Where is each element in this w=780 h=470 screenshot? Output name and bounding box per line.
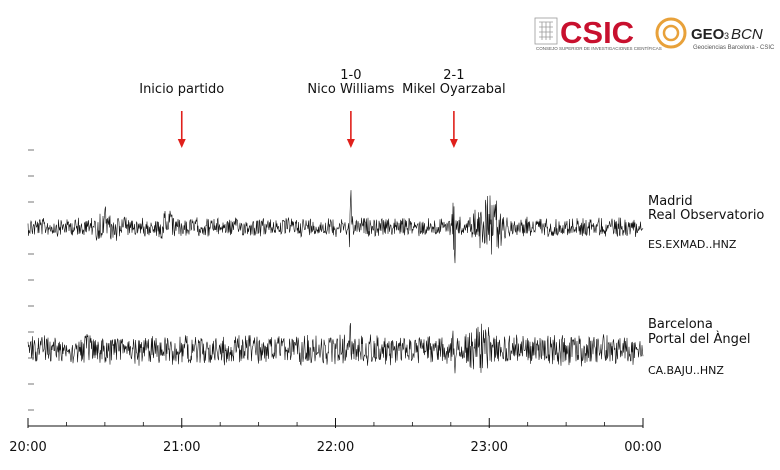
event-label: 1-0 xyxy=(340,68,361,83)
bcn-logo-text: BCN xyxy=(731,26,763,43)
event-label: 2-1 xyxy=(443,68,464,83)
event-arrow-head-icon xyxy=(449,139,458,148)
csic-logo: CSIC CONSEJO SUPERIOR DE INVESTIGACIONES… xyxy=(534,15,662,51)
csic-logo-subtitle: CONSEJO SUPERIOR DE INVESTIGACIONES CIEN… xyxy=(536,45,662,51)
event-label: Mikel Oyarzabal xyxy=(402,82,506,97)
event-label: Nico Williams xyxy=(307,82,394,97)
csic-logo-text: CSIC xyxy=(560,15,634,50)
event-arrow-head-icon xyxy=(177,139,186,148)
station-code: ES.EXMAD..HNZ xyxy=(648,238,737,251)
csic-emblem-icon xyxy=(534,17,558,45)
station-name: Barcelona xyxy=(648,317,713,332)
station-name: Portal del Àngel xyxy=(648,331,750,347)
trace-barcelona xyxy=(27,322,644,374)
event-annotation: Inicio partido xyxy=(139,82,224,148)
event-label: Inicio partido xyxy=(139,82,224,97)
trace-madrid xyxy=(27,190,644,264)
y-axis-ticks xyxy=(28,149,34,411)
event-arrow-head-icon xyxy=(346,139,355,148)
station-code: CA.BAJU..HNZ xyxy=(648,364,724,377)
geo-logo-text: GEO xyxy=(691,26,725,43)
x-tick-label: 21:00 xyxy=(163,440,200,455)
station-name: Madrid xyxy=(648,194,693,209)
x-tick-label: 22:00 xyxy=(317,440,354,455)
x-axis: 20:00 21:00 22:00 23:00 00:00 xyxy=(9,418,662,455)
seismic-traces xyxy=(27,190,644,374)
x-tick-label: 20:00 xyxy=(9,440,46,455)
x-tick-label: 23:00 xyxy=(471,440,508,455)
geo-emblem-icon xyxy=(655,17,687,49)
geo3bcn-logo: GEO 3 BCN Geociencias Barcelona - CSIC xyxy=(655,17,775,51)
x-tick-label: 00:00 xyxy=(624,440,661,455)
geo-logo-subtitle: Geociencias Barcelona - CSIC xyxy=(693,45,775,51)
geo-logo-number: 3 xyxy=(724,31,729,41)
station-name: Real Observatorio xyxy=(648,208,764,223)
